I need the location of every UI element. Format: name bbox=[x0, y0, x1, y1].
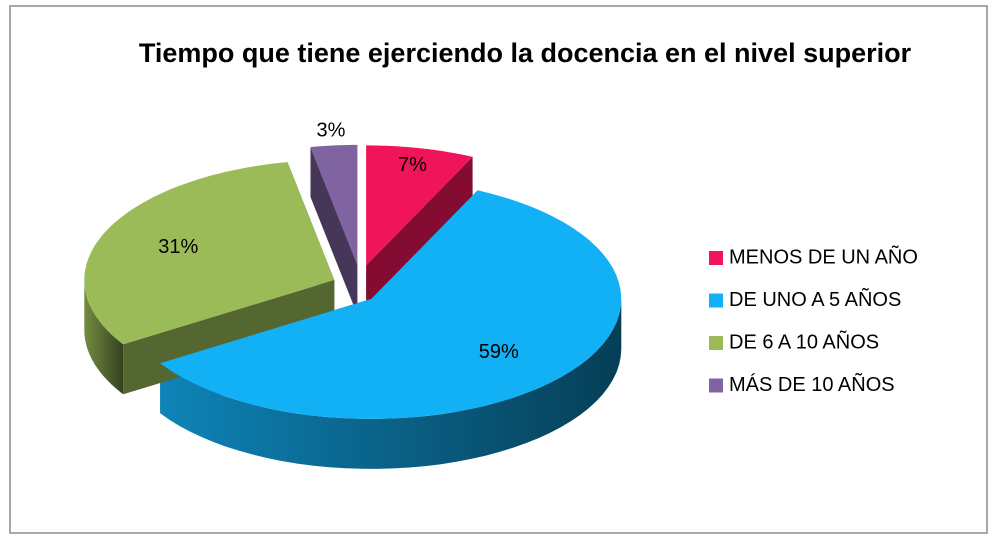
data-label: 59% bbox=[479, 341, 519, 363]
slice-side bbox=[160, 298, 622, 469]
pie-slice bbox=[160, 190, 622, 419]
slice-wall bbox=[310, 147, 358, 315]
legend-swatch bbox=[709, 251, 723, 265]
slice-side bbox=[84, 280, 124, 395]
chart-title: Tiempo que tiene ejerciendo la docencia … bbox=[138, 38, 912, 68]
data-label: 31% bbox=[158, 236, 198, 258]
data-label: 7% bbox=[398, 154, 427, 176]
slice-wall bbox=[366, 156, 473, 316]
legend-swatch bbox=[709, 378, 723, 393]
legend-label: MÁS DE 10 AÑOS bbox=[729, 372, 895, 396]
pie-slice bbox=[84, 162, 335, 345]
legend-label: MENOS DE UN AÑO bbox=[729, 244, 918, 268]
legend-label: DE UNO A 5 AÑOS bbox=[729, 287, 901, 311]
pie-slice bbox=[366, 145, 473, 266]
legend-swatch bbox=[709, 293, 723, 308]
legend-swatch bbox=[709, 336, 723, 350]
legend-label: DE 6 A 10 AÑOS bbox=[729, 329, 879, 353]
pie-slice bbox=[310, 144, 358, 265]
data-label: 3% bbox=[317, 119, 346, 141]
